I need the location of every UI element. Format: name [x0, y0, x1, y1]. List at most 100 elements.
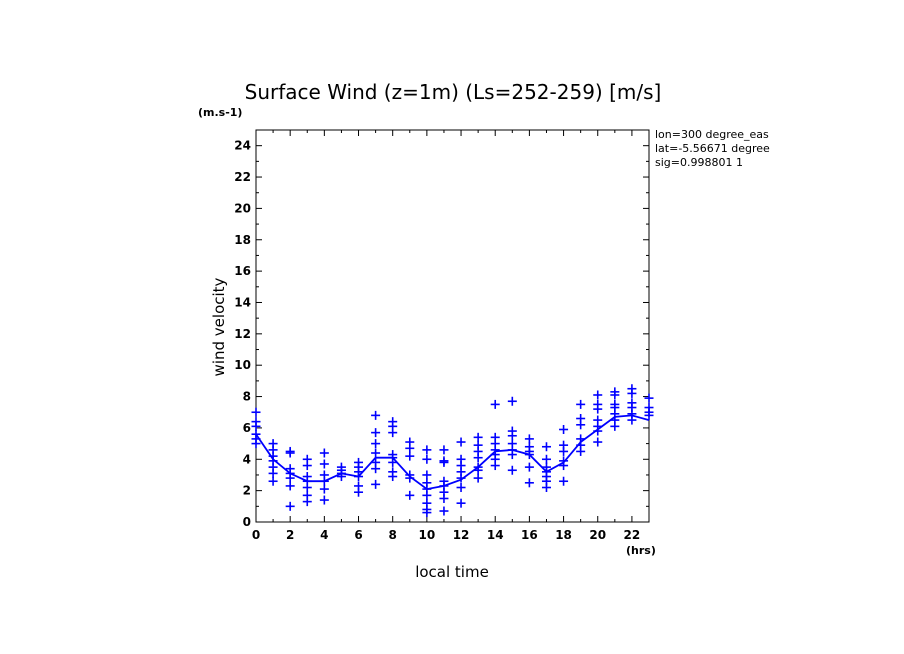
- scatter-point: [251, 439, 261, 449]
- y-tick-label: 14: [234, 295, 251, 309]
- scatter-point: [405, 443, 415, 453]
- info-clip: [779, 125, 904, 175]
- x-tick-label: 4: [320, 528, 328, 542]
- x-tick-label: 12: [453, 528, 470, 542]
- scatter-point: [524, 478, 534, 488]
- y-axis-title: wind velocity: [210, 277, 228, 376]
- scatter-point: [319, 484, 329, 494]
- x-tick-label: 2: [286, 528, 294, 542]
- y-tick-label: 12: [234, 327, 251, 341]
- scatter-point: [405, 490, 415, 500]
- x-tick-label: 10: [419, 528, 436, 542]
- scatter-point: [371, 464, 381, 474]
- x-unit-label: (hrs): [626, 544, 656, 557]
- y-tick-label: 24: [234, 139, 251, 153]
- scatter-point: [524, 462, 534, 472]
- scatter-point: [422, 454, 432, 464]
- scatter-point: [439, 506, 449, 516]
- x-tick-label: 6: [354, 528, 362, 542]
- scatter-point: [541, 454, 551, 464]
- mean-line: [255, 414, 650, 491]
- data-marks: [251, 384, 654, 518]
- y-tick-label: 22: [234, 170, 251, 184]
- y-tick-label: 20: [234, 201, 251, 215]
- x-tick-label: 14: [487, 528, 504, 542]
- scatter-point: [559, 476, 569, 486]
- scatter-point: [507, 431, 517, 441]
- scatter-point: [285, 448, 295, 458]
- y-tick-label: 8: [243, 390, 251, 404]
- scatter-point: [627, 415, 637, 425]
- scatter-point: [473, 432, 483, 442]
- scatter-point: [405, 451, 415, 461]
- plot-frame: [255, 129, 650, 523]
- y-tick-label: 6: [243, 421, 251, 435]
- scatter-point: [541, 483, 551, 493]
- x-tick-label: 18: [555, 528, 572, 542]
- y-tick-label: 4: [243, 452, 251, 466]
- scatter-point: [507, 465, 517, 475]
- scatter-point: [251, 407, 261, 417]
- scatter-point: [456, 483, 466, 493]
- scatter-point: [354, 487, 364, 497]
- scatter-point: [302, 497, 312, 507]
- x-tick-label: 20: [589, 528, 606, 542]
- scatter-point: [524, 434, 534, 444]
- scatter-point: [422, 470, 432, 480]
- y-tick-label: 2: [243, 484, 251, 498]
- info-lat: lat=-5.56671 degree: [655, 142, 770, 155]
- x-tick-label: 8: [389, 528, 397, 542]
- scatter-point: [285, 501, 295, 511]
- scatter-point: [302, 461, 312, 471]
- scatter-point: [371, 479, 381, 489]
- scatter-point: [644, 410, 654, 420]
- chart-title: Surface Wind (z=1m) (Ls=252-259) [m/s]: [245, 80, 662, 104]
- y-tick-label: 16: [234, 264, 251, 278]
- info-block: lon=300 degree_eas lat=-5.56671 degree s…: [655, 128, 770, 169]
- y-tick-label: 18: [234, 233, 251, 247]
- scatter-point: [371, 428, 381, 438]
- scatter-point: [319, 448, 329, 458]
- scatter-point: [610, 390, 620, 400]
- scatter-point: [593, 390, 603, 400]
- scatter-point: [268, 476, 278, 486]
- scatter-point: [576, 446, 586, 456]
- scatter-point: [268, 468, 278, 478]
- scatter-point: [507, 396, 517, 406]
- scatter-point: [473, 453, 483, 463]
- scatter-point: [439, 445, 449, 455]
- scatter-point: [422, 508, 432, 518]
- scatter-point: [439, 457, 449, 467]
- x-axis-title: local time: [415, 563, 489, 581]
- scatter-point: [593, 404, 603, 414]
- scatter-point: [388, 428, 398, 438]
- scatter-point: [576, 420, 586, 430]
- scatter-point: [388, 472, 398, 482]
- scatter-point: [388, 457, 398, 467]
- scatter-point: [627, 388, 637, 398]
- scatter-point: [422, 445, 432, 455]
- scatter-point: [541, 442, 551, 452]
- scatter-point: [371, 448, 381, 458]
- scatter-point: [473, 473, 483, 483]
- info-sig: sig=0.998801 1: [655, 156, 743, 169]
- scatter-point: [559, 446, 569, 456]
- x-tick-label: 22: [624, 528, 641, 542]
- scatter-point: [285, 481, 295, 491]
- scatter-point: [456, 498, 466, 508]
- y-unit-label: (m.s-1): [198, 106, 242, 119]
- scatter-point: [422, 490, 432, 500]
- info-lon: lon=300 degree_eas: [655, 128, 769, 141]
- scatter-point: [576, 399, 586, 409]
- scatter-point: [302, 483, 312, 493]
- scatter-point: [610, 421, 620, 431]
- scatter-point: [285, 473, 295, 483]
- scatter-point: [439, 493, 449, 503]
- scatter-point: [319, 495, 329, 505]
- scatter-point: [371, 410, 381, 420]
- x-tick-label: 0: [252, 528, 260, 542]
- scatter-point: [371, 439, 381, 449]
- scatter-point: [593, 437, 603, 447]
